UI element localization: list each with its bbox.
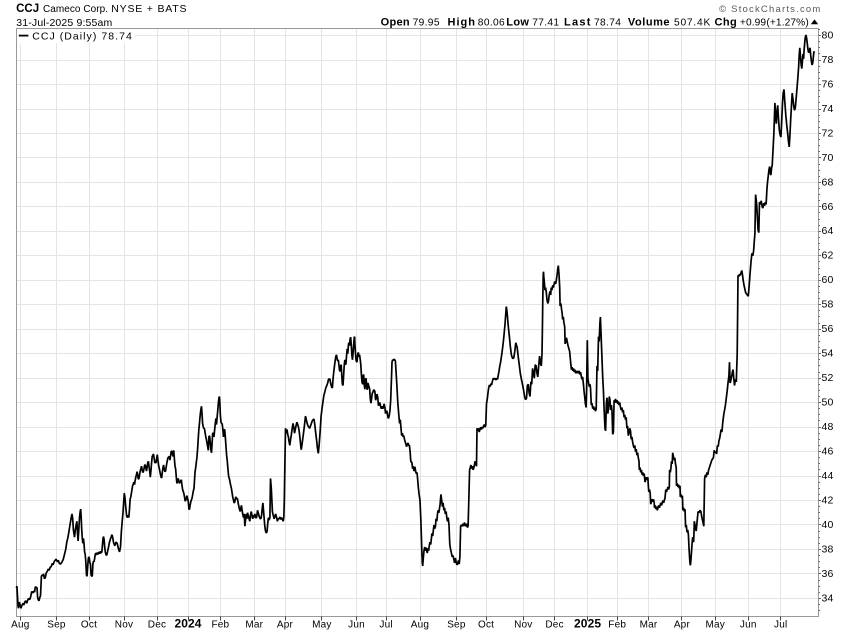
svg-text:NYSE + BATS: NYSE + BATS: [111, 3, 187, 15]
svg-text:76: 76: [822, 78, 834, 90]
svg-text:50: 50: [822, 397, 834, 409]
svg-text:31-Jul-2025 9:55am: 31-Jul-2025 9:55am: [16, 17, 112, 29]
svg-text:40: 40: [822, 519, 834, 531]
svg-text:Nov: Nov: [115, 619, 133, 630]
svg-text:68: 68: [822, 176, 834, 188]
svg-text:2024: 2024: [174, 617, 201, 631]
svg-text:© StockCharts.com: © StockCharts.com: [719, 4, 821, 15]
svg-text:507.4K: 507.4K: [674, 18, 711, 29]
svg-text:62: 62: [822, 250, 834, 262]
svg-text:74: 74: [822, 103, 834, 115]
svg-text:58: 58: [822, 299, 834, 311]
svg-text:Mar: Mar: [640, 619, 658, 630]
svg-text:Feb: Feb: [211, 619, 229, 630]
svg-text:Jun: Jun: [740, 619, 757, 630]
svg-text:Last: Last: [564, 17, 592, 29]
svg-text:Oct: Oct: [81, 619, 97, 630]
svg-text:Cameco Corp.: Cameco Corp.: [43, 4, 108, 15]
svg-text:Dec: Dec: [148, 619, 166, 630]
svg-text:Sep: Sep: [447, 619, 466, 630]
svg-text:CCJ: CCJ: [16, 3, 39, 15]
svg-text:48: 48: [822, 421, 834, 433]
svg-text:80: 80: [822, 30, 834, 42]
svg-text:CCJ (Daily) 78.74: CCJ (Daily) 78.74: [32, 31, 133, 43]
svg-text:May: May: [312, 619, 332, 630]
svg-text:46: 46: [822, 446, 834, 458]
svg-text:Jun: Jun: [348, 619, 365, 630]
svg-text:Feb: Feb: [608, 619, 626, 630]
svg-text:Nov: Nov: [514, 619, 532, 630]
svg-text:Dec: Dec: [545, 619, 563, 630]
svg-text:Aug: Aug: [11, 619, 29, 630]
svg-text:44: 44: [822, 470, 834, 482]
svg-text:56: 56: [822, 323, 834, 335]
svg-text:80.06: 80.06: [478, 18, 505, 29]
svg-text:Open: Open: [381, 17, 410, 29]
svg-text:78.74: 78.74: [594, 18, 621, 29]
svg-text:78: 78: [822, 54, 834, 66]
svg-text:(+1.27%): (+1.27%): [766, 18, 808, 29]
svg-text:36: 36: [822, 568, 834, 580]
svg-text:2025: 2025: [574, 617, 601, 631]
svg-text:52: 52: [822, 372, 834, 384]
svg-text:Volume: Volume: [628, 17, 670, 29]
svg-text:High: High: [448, 17, 476, 29]
svg-text:Low: Low: [506, 17, 529, 29]
svg-text:Jul: Jul: [774, 619, 787, 630]
svg-text:60: 60: [822, 274, 834, 286]
svg-text:77.41: 77.41: [532, 18, 559, 29]
svg-text:72: 72: [822, 127, 834, 139]
svg-text:64: 64: [822, 225, 834, 237]
svg-text:Apr: Apr: [277, 619, 294, 630]
svg-text:Oct: Oct: [478, 619, 494, 630]
svg-text:54: 54: [822, 348, 834, 360]
svg-text:Sep: Sep: [47, 619, 66, 630]
svg-text:34: 34: [822, 592, 834, 604]
svg-text:Aug: Aug: [411, 619, 429, 630]
svg-text:Apr: Apr: [674, 619, 691, 630]
svg-text:Jul: Jul: [379, 619, 392, 630]
svg-text:Mar: Mar: [245, 619, 263, 630]
svg-text:38: 38: [822, 543, 834, 555]
svg-text:70: 70: [822, 152, 834, 164]
svg-text:Chg: Chg: [715, 17, 738, 29]
svg-text:66: 66: [822, 201, 834, 213]
svg-text:+0.99: +0.99: [740, 18, 767, 29]
svg-text:79.95: 79.95: [413, 18, 440, 29]
svg-text:May: May: [705, 619, 725, 630]
svg-text:42: 42: [822, 494, 834, 506]
